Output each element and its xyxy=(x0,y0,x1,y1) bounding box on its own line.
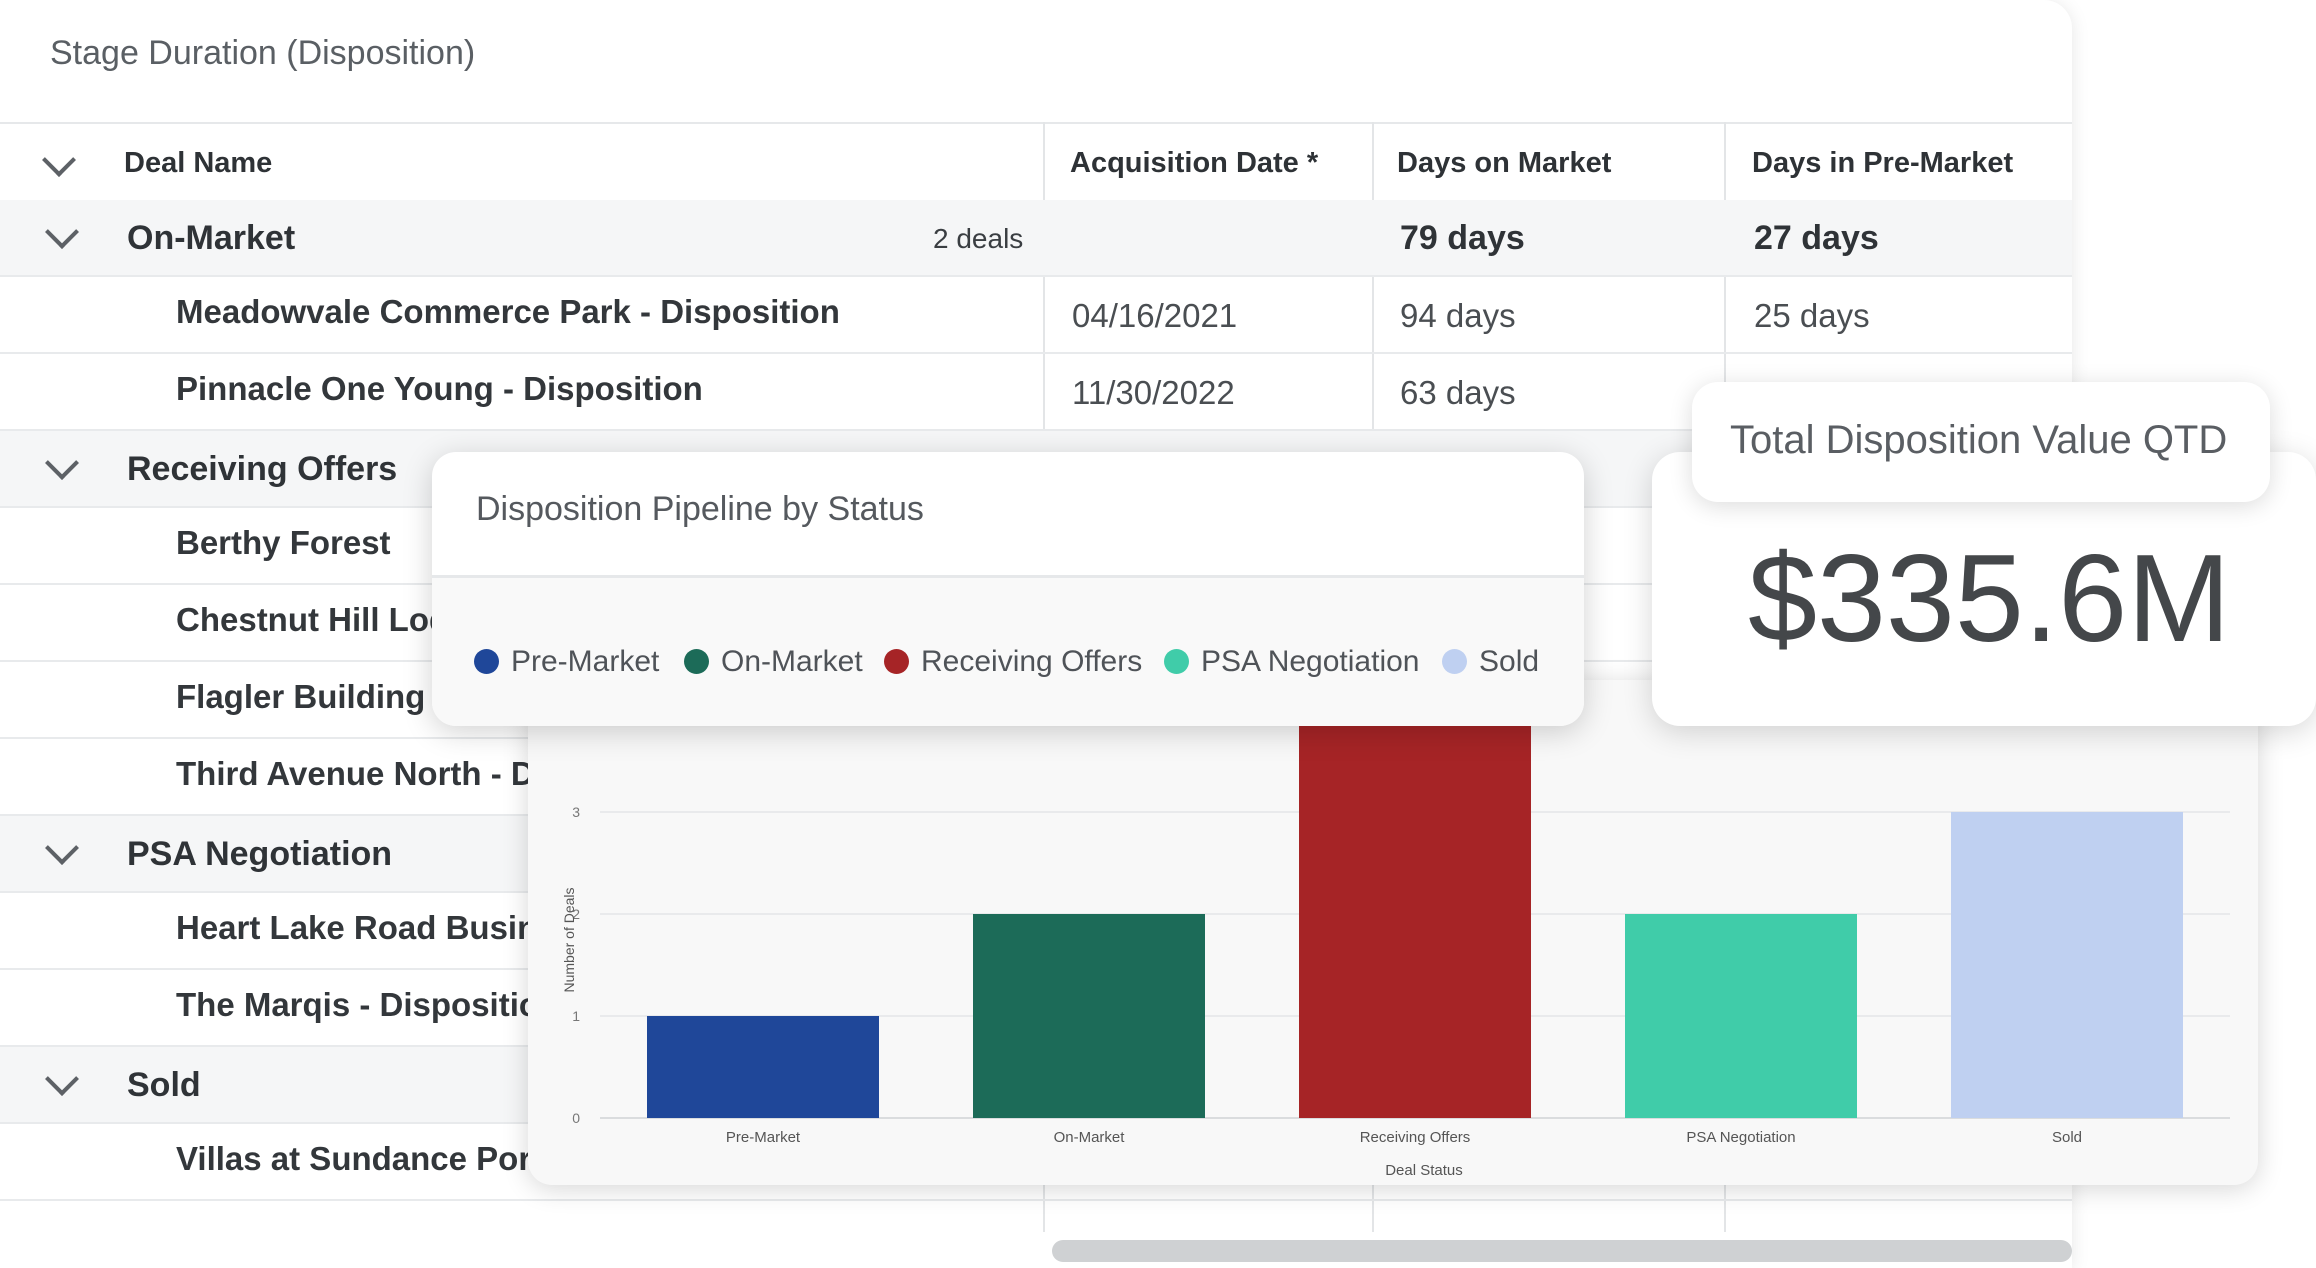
deal-name[interactable]: Pinnacle One Young - Disposition xyxy=(176,370,703,407)
legend-label: Pre-Market xyxy=(511,645,660,678)
column-header-days-in-premarket[interactable]: Days in Pre-Market xyxy=(1752,147,2014,179)
deal-name[interactable]: Third Avenue North - Di xyxy=(176,755,544,792)
group-days-in-premarket: 27 days xyxy=(1754,219,1879,257)
group-row-on-market[interactable]: On-Market 2 deals 79 days 27 days xyxy=(0,200,2072,277)
pipeline-title: Disposition Pipeline by Status xyxy=(476,490,924,528)
column-header-deal-name[interactable]: Deal Name xyxy=(124,147,273,179)
y-tick-label: 3 xyxy=(572,804,580,820)
acquisition-date: 04/16/2021 xyxy=(1072,297,1238,334)
days-in-premarket: 25 days xyxy=(1754,297,1870,334)
group-name: Receiving Offers xyxy=(127,450,398,488)
bar-on-market[interactable] xyxy=(973,914,1205,1118)
pipeline-chart-card: 0 1 2 3 Pre-Market On-Market Receiving Offers P… xyxy=(528,680,2258,1185)
legend-swatch-icon xyxy=(684,649,709,674)
y-tick-label: 2 xyxy=(572,906,580,922)
group-name: PSA Negotiation xyxy=(127,835,393,873)
collapse-all-chevron-icon[interactable] xyxy=(42,143,76,177)
legend-item-pre-market[interactable]: Pre-Market xyxy=(474,642,659,682)
group-name: On-Market xyxy=(127,219,296,257)
deal-name[interactable]: Berthy Forest xyxy=(176,524,391,561)
legend-label: On-Market xyxy=(721,645,863,678)
deal-name[interactable]: Meadowvale Commerce Park - Disposition xyxy=(176,293,840,330)
chevron-down-icon[interactable] xyxy=(45,215,79,249)
divider xyxy=(432,575,1584,578)
x-tick-label: On-Market xyxy=(1054,1129,1126,1146)
column-header-acquisition-date[interactable]: Acquisition Date * xyxy=(1070,147,1319,179)
chevron-down-icon[interactable] xyxy=(45,831,79,865)
legend-item-psa-negotiation[interactable]: PSA Negotiation xyxy=(1164,642,1419,682)
table-row[interactable]: Pinnacle One Young - Disposition 11/30/2… xyxy=(0,354,2072,431)
table-row[interactable]: Meadowvale Commerce Park - Disposition 0… xyxy=(0,277,2072,354)
y-tick-label: 1 xyxy=(572,1008,580,1024)
y-tick-label: 0 xyxy=(572,1110,580,1126)
legend-swatch-icon xyxy=(1442,649,1467,674)
chevron-down-icon[interactable] xyxy=(45,1062,79,1096)
legend-item-sold[interactable]: Sold xyxy=(1442,642,1539,682)
bar-receiving-offers[interactable] xyxy=(1299,710,1531,1118)
legend-item-receiving-offers[interactable]: Receiving Offers xyxy=(884,642,1142,682)
legend-label: Receiving Offers xyxy=(921,645,1143,678)
group-name: Sold xyxy=(127,1066,201,1104)
bar-psa-negotiation[interactable] xyxy=(1625,914,1857,1118)
deal-name[interactable]: The Marqis - Dispositio xyxy=(176,986,540,1023)
table-row[interactable]: Villas at Sundance Port xyxy=(0,1124,2072,1201)
deal-name[interactable]: Heart Lake Road Busin xyxy=(176,909,538,946)
deal-name[interactable]: Chestnut Hill Lod xyxy=(176,601,450,638)
days-on-market: 63 days xyxy=(1400,374,1516,411)
deal-name[interactable]: Flagler Building - xyxy=(176,678,446,715)
legend-swatch-icon xyxy=(1164,649,1189,674)
legend-body xyxy=(432,578,1584,726)
horizontal-scrollbar[interactable] xyxy=(1052,1240,2072,1262)
card-title: Stage Duration (Disposition) xyxy=(50,34,476,72)
group-days-on-market: 79 days xyxy=(1400,219,1525,257)
x-tick-label: PSA Negotiation xyxy=(1686,1129,1795,1146)
deal-name[interactable]: Villas at Sundance Port xyxy=(176,1140,543,1177)
chevron-down-icon[interactable] xyxy=(45,446,79,480)
x-axis-label: Deal Status xyxy=(1385,1162,1463,1179)
kpi-value: $335.6M xyxy=(1748,530,2231,668)
legend-swatch-icon xyxy=(884,649,909,674)
y-axis-label: Number of Deals xyxy=(561,887,577,992)
bar-pre-market[interactable] xyxy=(647,1016,879,1118)
pipeline-legend-card: Disposition Pipeline by Status Pre-Marke… xyxy=(432,452,1584,726)
x-tick-label: Pre-Market xyxy=(726,1129,801,1146)
column-header-days-on-market[interactable]: Days on Market xyxy=(1397,147,1612,179)
pipeline-bar-chart: 0 1 2 3 Pre-Market On-Market Receiving Offers P… xyxy=(561,710,2230,1179)
bar-sold[interactable] xyxy=(1951,812,2183,1118)
table-header: Deal Name Acquisition Date * Days on Mar… xyxy=(0,122,2072,205)
days-on-market: 94 days xyxy=(1400,297,1516,334)
legend-label: Sold xyxy=(1479,645,1540,678)
legend-item-on-market[interactable]: On-Market xyxy=(684,642,863,682)
group-count: 2 deals xyxy=(933,223,1024,254)
x-tick-label: Receiving Offers xyxy=(1360,1129,1471,1146)
kpi-label-card: Total Disposition Value QTD xyxy=(1692,382,2270,502)
legend-label: PSA Negotiation xyxy=(1201,645,1420,678)
acquisition-date: 11/30/2022 xyxy=(1072,374,1235,411)
kpi-label: Total Disposition Value QTD xyxy=(1730,418,2228,462)
legend-swatch-icon xyxy=(474,649,499,674)
x-tick-label: Sold xyxy=(2052,1129,2082,1146)
